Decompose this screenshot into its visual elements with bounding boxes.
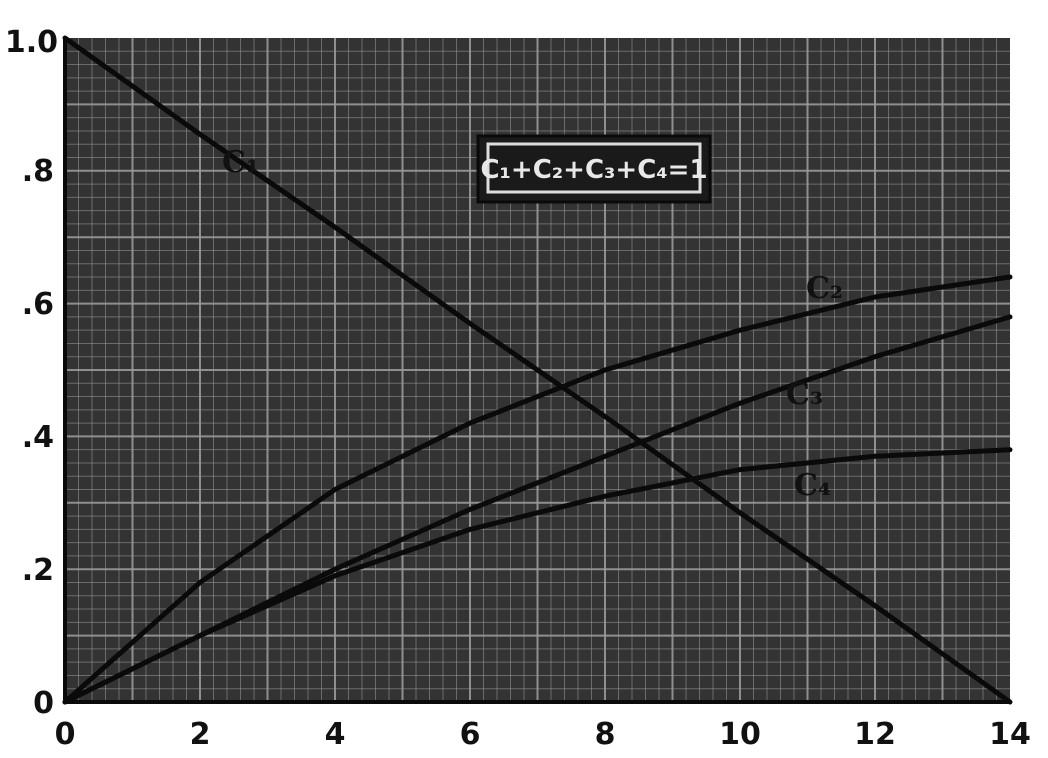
series-label-c1: C₁ bbox=[222, 145, 259, 180]
y-tick-labels: 0 .2 .4 .6 .8 1.0 bbox=[5, 25, 58, 721]
series-line-c2 bbox=[62, 274, 1013, 705]
axes bbox=[63, 38, 1010, 704]
y-tick-label: .8 bbox=[22, 154, 54, 189]
legend-box: C₁+C₂+C₃+C₄=1 bbox=[476, 134, 712, 204]
series-line-c4 bbox=[62, 447, 1013, 705]
x-tick-labels: 0 2 4 6 8 10 12 14 bbox=[55, 717, 1031, 752]
x-tick-label: 12 bbox=[854, 717, 896, 752]
x-tick-label: 0 bbox=[55, 717, 76, 752]
x-tick-label: 14 bbox=[989, 717, 1031, 752]
series-lines bbox=[62, 35, 1013, 705]
x-tick-label: 6 bbox=[460, 717, 481, 752]
series-line-c1 bbox=[62, 35, 1013, 705]
series-labels: C₁ C₂ C₃ C₄ bbox=[222, 145, 843, 503]
series-label-c2: C₂ bbox=[806, 271, 843, 306]
y-tick-label: 0 bbox=[33, 686, 54, 721]
legend-box-inner bbox=[486, 142, 702, 194]
x-tick-label: 4 bbox=[325, 717, 346, 752]
y-tick-label: .2 bbox=[22, 553, 54, 588]
y-tick-label: .4 bbox=[22, 420, 54, 455]
y-tick-label: 1.0 bbox=[5, 25, 58, 60]
x-tick-label: 2 bbox=[190, 717, 211, 752]
x-tick-label: 8 bbox=[595, 717, 616, 752]
y-tick-label: .6 bbox=[22, 287, 54, 322]
series-label-c4: C₄ bbox=[794, 468, 831, 503]
legend-text: C₁+C₂+C₃+C₄=1 bbox=[480, 155, 707, 185]
series-label-c3: C₃ bbox=[786, 377, 823, 412]
x-tick-label: 10 bbox=[719, 717, 761, 752]
